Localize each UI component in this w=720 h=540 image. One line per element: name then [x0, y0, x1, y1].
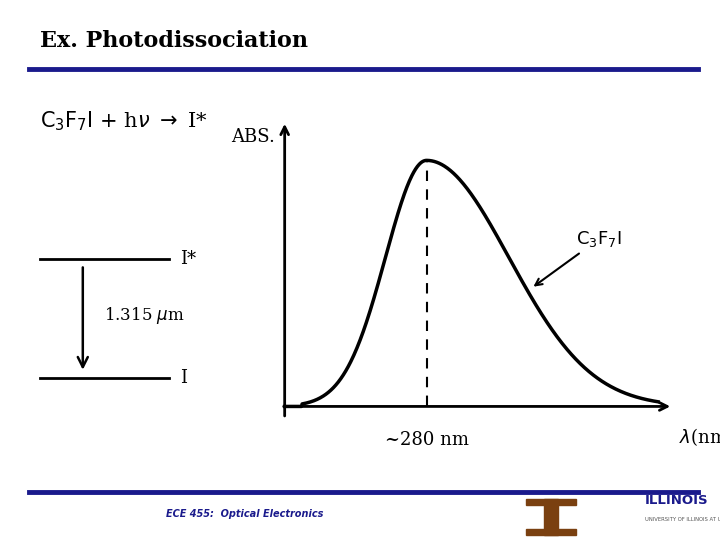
Bar: [544, 499, 558, 535]
Text: Ex. Photodissociation: Ex. Photodissociation: [40, 30, 307, 52]
Text: I: I: [180, 369, 187, 387]
Text: I*: I*: [180, 250, 196, 268]
Text: $\mathrm{C_3F_7I}$: $\mathrm{C_3F_7I}$: [535, 229, 622, 285]
Text: $\mathrm{C_3F_7I}$ + h$\nu$ $\rightarrow$ I*: $\mathrm{C_3F_7I}$ + h$\nu$ $\rightarrow…: [40, 110, 207, 133]
Text: 1.315 $\mu$m: 1.315 $\mu$m: [104, 306, 185, 326]
Text: ECE 455:  Optical Electronics: ECE 455: Optical Electronics: [166, 509, 323, 519]
Text: UNIVERSITY OF ILLINOIS AT URBANA-CHAMPAIGN: UNIVERSITY OF ILLINOIS AT URBANA-CHAMPAI…: [645, 517, 720, 522]
Text: $\lambda$(nm): $\lambda$(nm): [679, 426, 720, 448]
Bar: [526, 499, 576, 505]
Bar: [526, 529, 576, 535]
Text: ~280 nm: ~280 nm: [384, 431, 469, 449]
Text: ILLINOIS: ILLINOIS: [644, 494, 708, 507]
Text: ABS.: ABS.: [231, 129, 275, 146]
